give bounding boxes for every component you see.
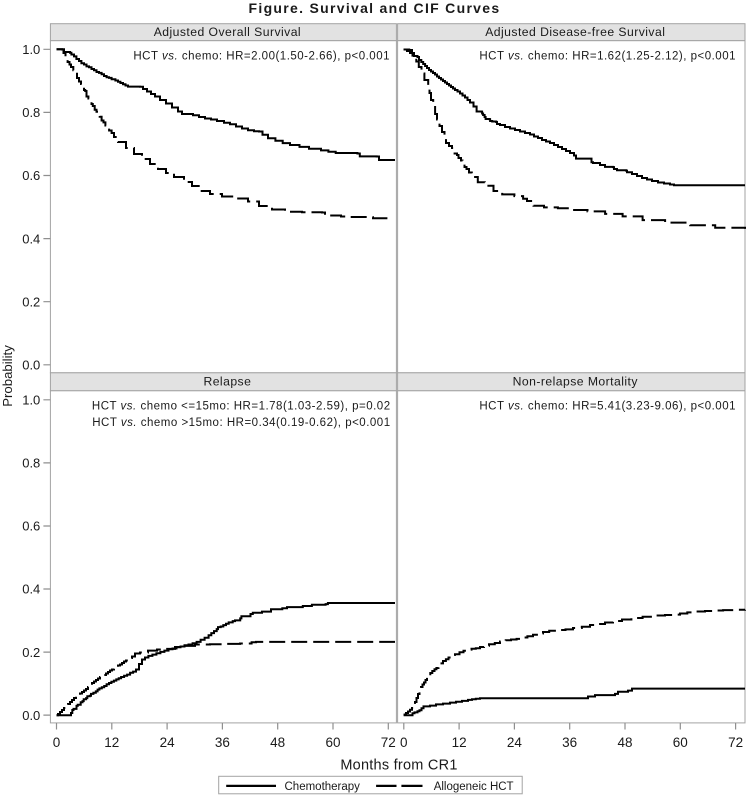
svg-text:Non-relapse Mortality: Non-relapse Mortality xyxy=(513,374,639,388)
svg-text:0.8: 0.8 xyxy=(22,456,40,471)
svg-text:0.8: 0.8 xyxy=(22,105,40,120)
svg-text:HCT vs. chemo: HR=1.62(1.25-2.: HCT vs. chemo: HR=1.62(1.25-2.12), p<0.0… xyxy=(479,51,736,63)
svg-text:72: 72 xyxy=(381,735,396,750)
svg-text:0.0: 0.0 xyxy=(22,708,40,723)
svg-text:60: 60 xyxy=(673,735,688,750)
svg-text:Figure. Survival and CIF Curve: Figure. Survival and CIF Curves xyxy=(249,0,501,16)
svg-text:0.6: 0.6 xyxy=(22,168,40,183)
svg-text:12: 12 xyxy=(104,735,119,750)
svg-text:Probability: Probability xyxy=(0,345,15,407)
svg-text:Allogeneic HCT: Allogeneic HCT xyxy=(434,781,514,793)
svg-text:72: 72 xyxy=(728,735,743,750)
svg-text:Adjusted Overall Survival: Adjusted Overall Survival xyxy=(154,25,301,39)
svg-text:0: 0 xyxy=(53,735,61,750)
svg-text:0.2: 0.2 xyxy=(22,645,40,660)
svg-text:Adjusted Disease-free Survival: Adjusted Disease-free Survival xyxy=(485,25,665,39)
svg-text:24: 24 xyxy=(507,735,523,750)
svg-text:12: 12 xyxy=(452,735,467,750)
svg-text:HCT vs. chemo: HR=5.41(3.23-9.: HCT vs. chemo: HR=5.41(3.23-9.06), p<0.0… xyxy=(479,401,736,413)
svg-text:24: 24 xyxy=(160,735,176,750)
svg-text:0: 0 xyxy=(400,735,408,750)
svg-text:1.0: 1.0 xyxy=(22,393,40,408)
svg-text:Months from CR1: Months from CR1 xyxy=(340,757,457,773)
svg-text:0.0: 0.0 xyxy=(22,358,40,373)
svg-text:Relapse: Relapse xyxy=(203,374,251,388)
svg-text:HCT vs. chemo >15mo: HR=0.34(0: HCT vs. chemo >15mo: HR=0.34(0.19-0.62),… xyxy=(92,417,390,429)
svg-text:48: 48 xyxy=(617,735,632,750)
svg-text:HCT vs. chemo <=15mo: HR=1.78(: HCT vs. chemo <=15mo: HR=1.78(1.03-2.59)… xyxy=(92,401,391,413)
svg-text:HCT vs. chemo: HR=2.00(1.50-2.: HCT vs. chemo: HR=2.00(1.50-2.66), p<0.0… xyxy=(133,51,390,63)
svg-text:48: 48 xyxy=(270,735,285,750)
svg-text:1.0: 1.0 xyxy=(22,42,40,57)
svg-text:0.4: 0.4 xyxy=(22,231,40,246)
svg-text:0.6: 0.6 xyxy=(22,519,40,534)
svg-text:0.2: 0.2 xyxy=(22,294,40,309)
svg-text:Chemotherapy: Chemotherapy xyxy=(285,781,361,793)
svg-text:36: 36 xyxy=(562,735,577,750)
svg-text:0.4: 0.4 xyxy=(22,582,40,597)
svg-text:36: 36 xyxy=(215,735,230,750)
svg-text:60: 60 xyxy=(325,735,340,750)
